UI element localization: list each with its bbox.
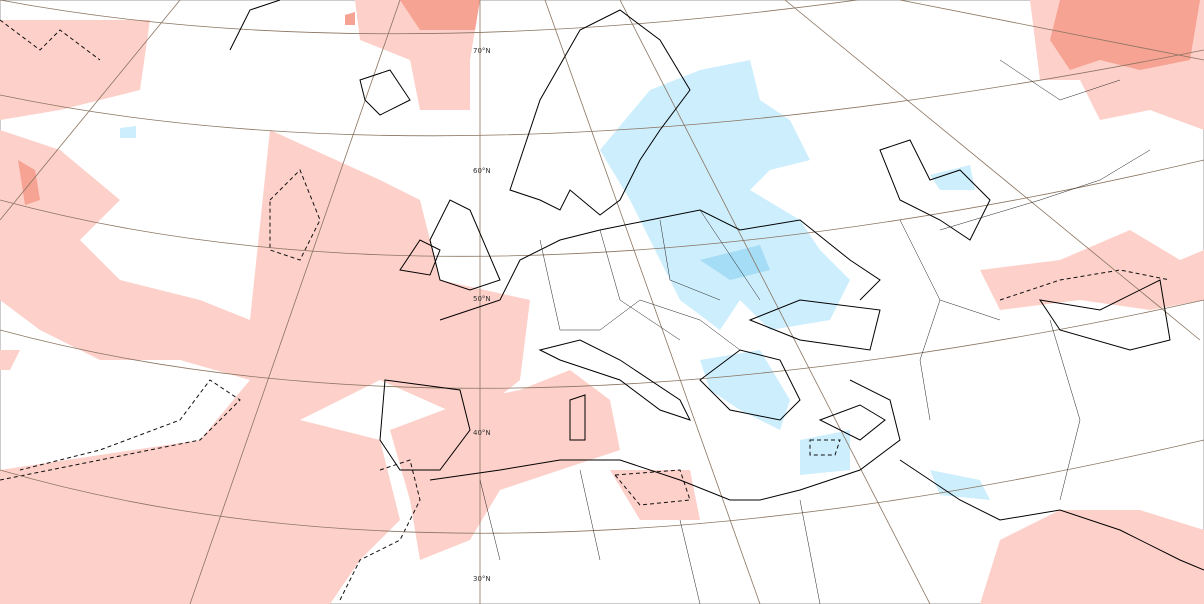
latitude-label: 60°N bbox=[473, 167, 491, 175]
borders bbox=[479, 59, 1151, 604]
dashed-contours bbox=[0, 19, 1171, 601]
latitude-label: 40°N bbox=[473, 429, 491, 437]
latitude-label: 50°N bbox=[473, 295, 491, 303]
latitude-labels: 70°N 60°N 50°N 40°N 30°N bbox=[473, 47, 491, 583]
coastlines bbox=[229, 0, 1204, 571]
latitude-label: 30°N bbox=[473, 575, 491, 583]
latitude-label: 70°N bbox=[473, 47, 491, 55]
